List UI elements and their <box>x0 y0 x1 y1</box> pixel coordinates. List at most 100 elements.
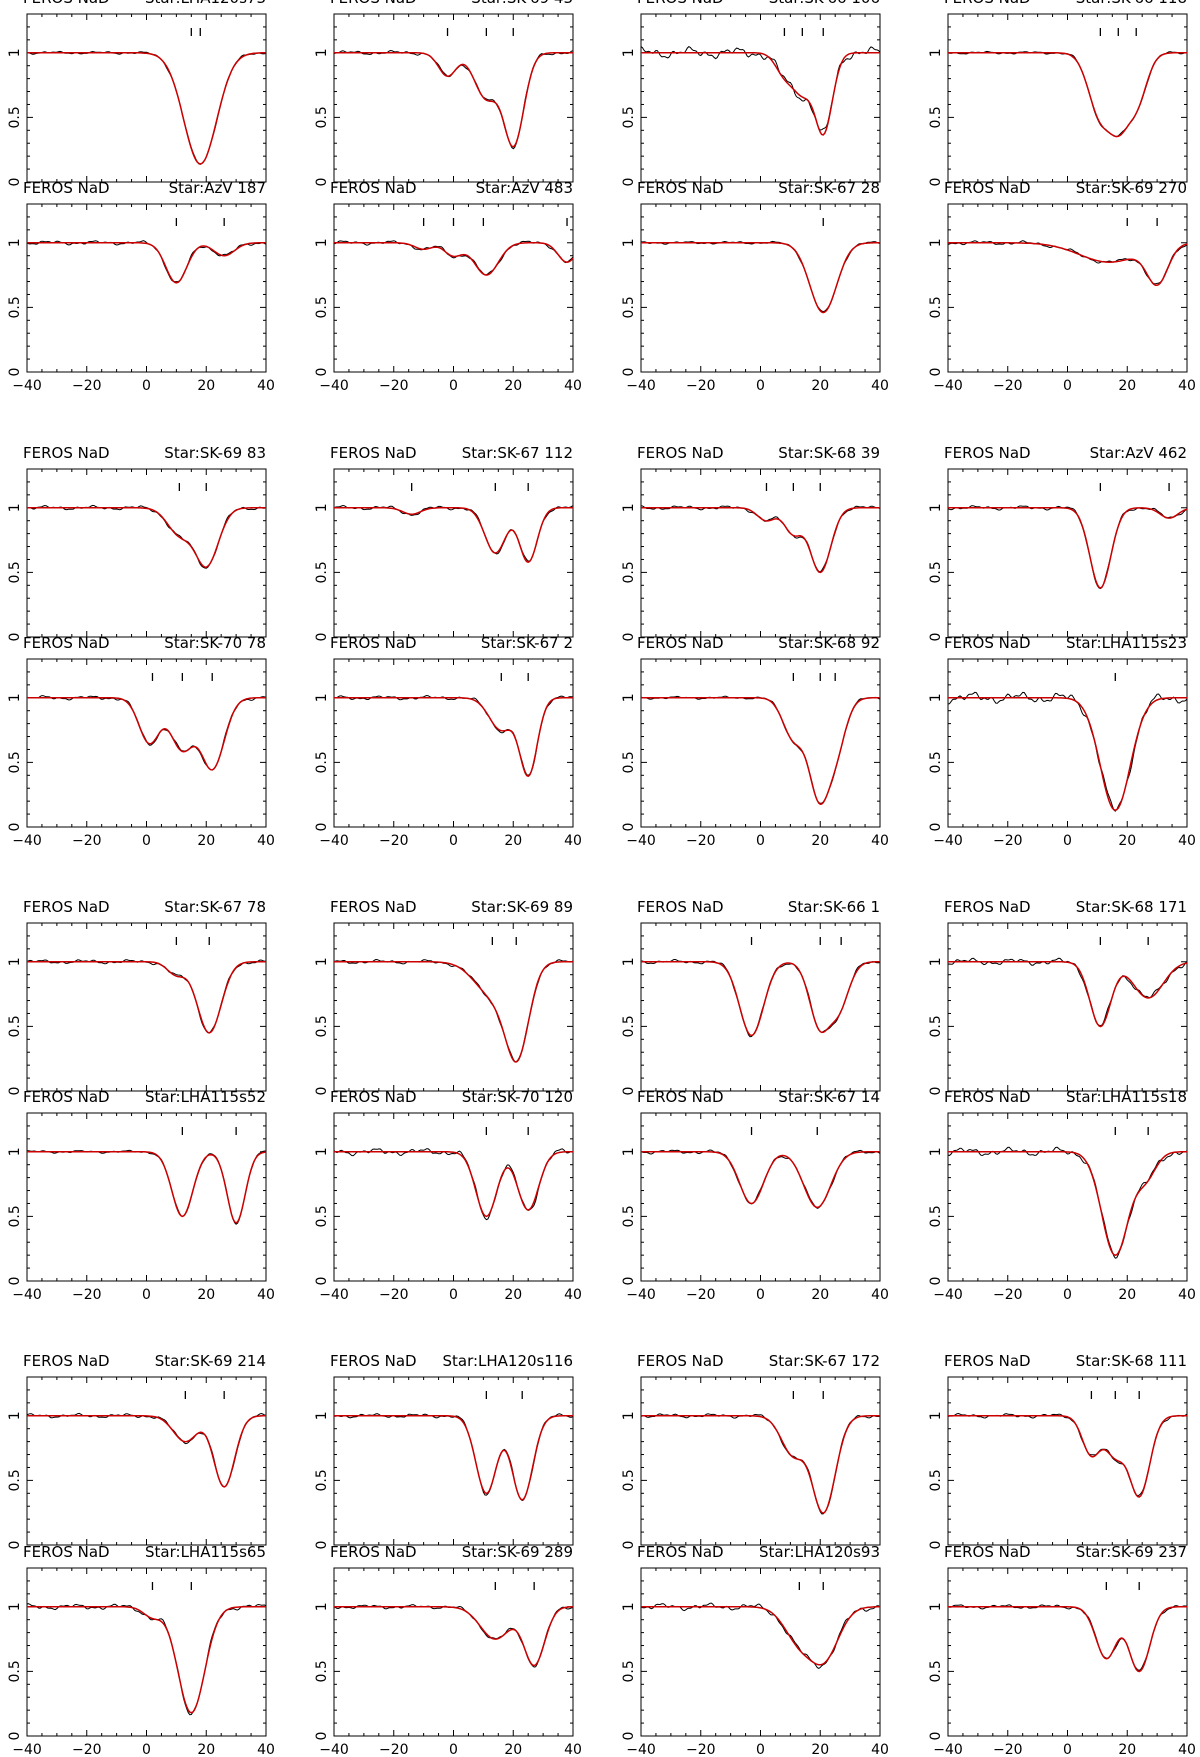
y-tick-label: 1 <box>314 1602 330 1611</box>
observed-spectrum-line <box>640 1602 881 1669</box>
y-tick-label: 0.5 <box>314 751 330 773</box>
y-tick-label: 0 <box>928 823 944 832</box>
panel-star-label: Star:SK-69 270 <box>1076 179 1187 197</box>
y-tick-label: 0 <box>928 1541 944 1550</box>
panel-star-label: Star:SK-68 171 <box>1076 898 1187 916</box>
spectrum-panel: FEROS NaD Star:SK-66 118 0 0.5 1 <box>928 0 1188 186</box>
model-fit-line <box>948 507 1188 589</box>
panel-star-label: Star:SK-69 214 <box>155 1352 266 1370</box>
x-tick-label: 0 <box>1063 833 1072 849</box>
x-tick-label: 20 <box>811 1742 829 1757</box>
panel-instrument-label: FEROS NaD <box>944 179 1031 197</box>
y-tick-label: 1 <box>621 693 637 702</box>
x-tick-label: 0 <box>1063 1287 1072 1303</box>
panel-instrument-label: FEROS NaD <box>330 1352 417 1370</box>
model-fit-line <box>641 242 880 314</box>
y-tick-label: 0 <box>7 368 23 377</box>
x-tick-label: 40 <box>564 833 582 849</box>
x-tick-label: −20 <box>686 1742 716 1757</box>
y-tick-label: 0 <box>314 633 330 642</box>
plot-frame <box>640 1376 881 1546</box>
x-tick-label: 20 <box>1118 833 1136 849</box>
observed-spectrum-line <box>333 1413 574 1502</box>
observed-spectrum-line <box>333 694 574 776</box>
x-tick-label: 0 <box>142 378 151 394</box>
observed-spectrum-line <box>640 240 881 313</box>
panel-star-label: Star:SK-67 2 <box>481 634 573 652</box>
model-fit-line <box>948 961 1188 1028</box>
x-tick-label: 0 <box>1063 378 1072 394</box>
panel-instrument-label: FEROS NaD <box>23 179 110 197</box>
y-tick-label: 1 <box>314 48 330 57</box>
x-tick-label: 20 <box>811 1287 829 1303</box>
x-tick-label: 40 <box>1178 833 1196 849</box>
x-tick-label: 40 <box>257 378 275 394</box>
observed-spectrum-line <box>333 240 574 276</box>
x-tick-label: −20 <box>72 378 102 394</box>
panel-instrument-label: FEROS NaD <box>23 444 110 462</box>
panel-star-label: Star:SK-69 43 <box>471 0 573 7</box>
x-tick-label: −20 <box>686 833 716 849</box>
panel-star-label: Star:SK-68 39 <box>778 444 880 462</box>
x-tick-label: −20 <box>379 833 409 849</box>
x-tick-label: −20 <box>686 1287 716 1303</box>
model-fit-line <box>27 1415 266 1488</box>
spectrum-panel: FEROS NaD Star:LHA115s18 0 0.5 1 −40 −20 0 20 40 <box>928 1088 1196 1303</box>
y-tick-label: 0.5 <box>621 1660 637 1682</box>
x-tick-label: 20 <box>811 378 829 394</box>
y-tick-label: 0 <box>621 1732 637 1741</box>
model-fit-line <box>27 961 266 1034</box>
model-fit-line <box>334 52 573 148</box>
y-tick-label: 0.5 <box>314 1469 330 1491</box>
model-fit-line <box>641 961 880 1037</box>
y-tick-label: 0 <box>621 823 637 832</box>
panel-instrument-label: FEROS NaD <box>637 898 724 916</box>
panel-instrument-label: FEROS NaD <box>944 0 1031 7</box>
plot-frame <box>333 203 574 373</box>
x-tick-label: 0 <box>142 1287 151 1303</box>
panel-star-label: Star:LHA120s116 <box>442 1352 573 1370</box>
model-fit-line <box>27 1606 266 1714</box>
y-tick-label: 1 <box>621 238 637 247</box>
y-tick-label: 1 <box>928 48 944 57</box>
spectrum-panel: FEROS NaD Star:LHA120s116 0 0.5 1 <box>314 1352 574 1549</box>
x-tick-label: 0 <box>449 378 458 394</box>
model-fit-line <box>641 507 880 574</box>
plot-frame <box>333 1567 574 1737</box>
x-tick-label: 0 <box>449 1287 458 1303</box>
x-tick-label: −40 <box>12 833 42 849</box>
panel-star-label: Star:SK-66 106 <box>769 0 880 7</box>
y-tick-label: 0.5 <box>928 1015 944 1037</box>
x-tick-label: 40 <box>1178 1742 1196 1757</box>
spectrum-panel: FEROS NaD Star:AzV 462 0 0.5 1 <box>928 444 1188 641</box>
panel-instrument-label: FEROS NaD <box>330 1543 417 1561</box>
panel-instrument-label: FEROS NaD <box>944 898 1031 916</box>
plot-frame <box>640 203 881 373</box>
spectrum-panel: FEROS NaD Star:SK-69 43 0 0.5 1 <box>314 0 574 186</box>
y-tick-label: 1 <box>7 1147 23 1156</box>
y-tick-label: 0.5 <box>928 296 944 318</box>
observed-spectrum-line <box>333 958 574 1063</box>
panel-star-label: Star:SK-69 237 <box>1076 1543 1187 1561</box>
model-fit-line <box>27 507 266 568</box>
y-tick-label: 0 <box>314 1277 330 1286</box>
y-tick-label: 1 <box>7 503 23 512</box>
x-tick-label: 0 <box>142 833 151 849</box>
x-tick-label: −20 <box>379 1287 409 1303</box>
y-tick-label: 1 <box>314 238 330 247</box>
observed-spectrum-line <box>333 1604 574 1668</box>
spectrum-panel: FEROS NaD Star:SK-67 2 0 0.5 1 −40 −20 0 20 40 <box>314 634 582 849</box>
y-tick-label: 1 <box>7 1602 23 1611</box>
panel-instrument-label: FEROS NaD <box>944 1543 1031 1561</box>
x-tick-label: 40 <box>564 378 582 394</box>
model-fit-line <box>334 961 573 1063</box>
x-tick-label: 40 <box>1178 1287 1196 1303</box>
y-tick-label: 1 <box>314 503 330 512</box>
plot-frame <box>333 13 574 183</box>
plot-frame <box>26 1567 267 1737</box>
x-tick-label: 0 <box>756 1287 765 1303</box>
panel-instrument-label: FEROS NaD <box>23 1543 110 1561</box>
y-tick-label: 0.5 <box>314 1660 330 1682</box>
y-tick-label: 0.5 <box>7 561 23 583</box>
panel-instrument-label: FEROS NaD <box>330 1088 417 1106</box>
